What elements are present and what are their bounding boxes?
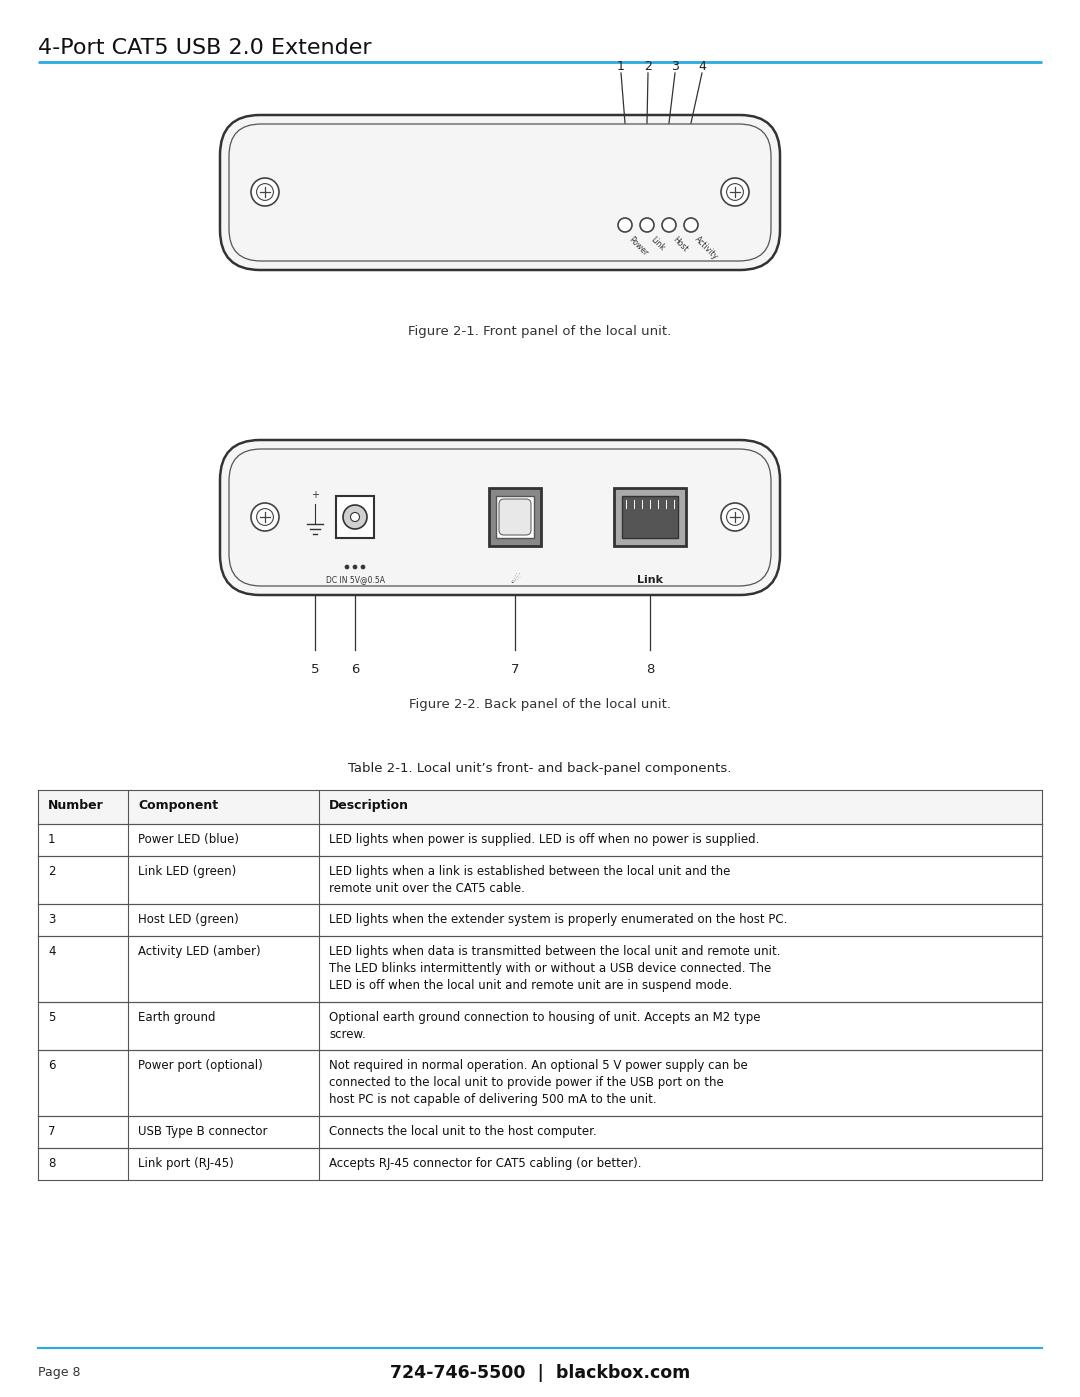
Text: LED lights when the extender system is properly enumerated on the host PC.: LED lights when the extender system is p… xyxy=(329,914,787,926)
Bar xyxy=(38,1002,1042,1051)
Text: Activity: Activity xyxy=(693,235,720,261)
Bar xyxy=(38,856,1042,904)
Text: Description: Description xyxy=(329,799,409,812)
Text: 1: 1 xyxy=(617,60,625,73)
Text: 5: 5 xyxy=(311,664,320,676)
Text: Table 2-1. Local unit’s front- and back-panel components.: Table 2-1. Local unit’s front- and back-… xyxy=(349,761,731,775)
Circle shape xyxy=(727,183,743,200)
Text: Optional earth ground connection to housing of unit. Accepts an M2 type
screw.: Optional earth ground connection to hous… xyxy=(329,1011,760,1041)
Circle shape xyxy=(343,504,367,529)
Circle shape xyxy=(727,509,743,525)
Text: Link: Link xyxy=(637,576,663,585)
Text: 1: 1 xyxy=(48,833,55,847)
Text: Number: Number xyxy=(48,799,104,812)
Bar xyxy=(38,789,1042,824)
Text: 4-Port CAT5 USB 2.0 Extender: 4-Port CAT5 USB 2.0 Extender xyxy=(38,38,372,59)
Text: +: + xyxy=(311,490,319,500)
Text: Accepts RJ-45 connector for CAT5 cabling (or better).: Accepts RJ-45 connector for CAT5 cabling… xyxy=(329,1157,642,1171)
Circle shape xyxy=(257,509,273,525)
Text: 3: 3 xyxy=(48,914,55,926)
Text: USB Type B connector: USB Type B connector xyxy=(138,1125,268,1139)
Circle shape xyxy=(721,177,750,205)
Text: Not required in normal operation. An optional 5 V power supply can be
connected : Not required in normal operation. An opt… xyxy=(329,1059,747,1106)
Text: Host LED (green): Host LED (green) xyxy=(138,914,239,926)
Circle shape xyxy=(351,513,360,521)
Bar xyxy=(336,496,374,538)
FancyBboxPatch shape xyxy=(220,115,780,270)
Text: 4: 4 xyxy=(698,60,706,73)
Bar xyxy=(38,1051,1042,1116)
Text: 5: 5 xyxy=(48,1011,55,1024)
Text: 7: 7 xyxy=(511,664,519,676)
Bar xyxy=(38,936,1042,1002)
Text: Component: Component xyxy=(138,799,218,812)
Text: Connects the local unit to the host computer.: Connects the local unit to the host comp… xyxy=(329,1125,597,1139)
Bar xyxy=(615,488,686,546)
Text: Page 8: Page 8 xyxy=(38,1366,81,1379)
Circle shape xyxy=(662,218,676,232)
Bar xyxy=(489,488,541,546)
Text: Link LED (green): Link LED (green) xyxy=(138,865,237,877)
Text: 2: 2 xyxy=(644,60,652,73)
Bar xyxy=(38,904,1042,936)
Bar xyxy=(38,1148,1042,1180)
Circle shape xyxy=(251,503,279,531)
Bar xyxy=(38,1116,1042,1148)
Text: Power: Power xyxy=(627,235,650,257)
Text: 2: 2 xyxy=(48,865,55,877)
Circle shape xyxy=(684,218,698,232)
Text: LED lights when a link is established between the local unit and the
remote unit: LED lights when a link is established be… xyxy=(329,865,730,895)
Circle shape xyxy=(345,564,349,569)
Text: Earth ground: Earth ground xyxy=(138,1011,216,1024)
Circle shape xyxy=(257,183,273,200)
Text: 6: 6 xyxy=(48,1059,55,1071)
Circle shape xyxy=(640,218,654,232)
Circle shape xyxy=(251,177,279,205)
Text: LED lights when power is supplied. LED is off when no power is supplied.: LED lights when power is supplied. LED i… xyxy=(329,833,759,847)
Bar xyxy=(622,496,678,538)
Text: 724-746-5500  |  blackbox.com: 724-746-5500 | blackbox.com xyxy=(390,1363,690,1382)
Text: 6: 6 xyxy=(351,664,360,676)
Text: 7: 7 xyxy=(48,1125,55,1139)
Text: Activity LED (amber): Activity LED (amber) xyxy=(138,944,261,958)
Text: Host: Host xyxy=(671,235,690,254)
Bar xyxy=(38,824,1042,856)
Text: 8: 8 xyxy=(646,664,654,676)
Text: DC IN 5V@0.5A: DC IN 5V@0.5A xyxy=(325,576,384,584)
Text: 3: 3 xyxy=(671,60,679,73)
Circle shape xyxy=(721,503,750,531)
Bar xyxy=(496,496,534,538)
Text: Link: Link xyxy=(649,235,666,253)
Text: Figure 2-1. Front panel of the local unit.: Figure 2-1. Front panel of the local uni… xyxy=(408,326,672,338)
FancyBboxPatch shape xyxy=(499,499,531,535)
Text: Link port (RJ-45): Link port (RJ-45) xyxy=(138,1157,234,1171)
Circle shape xyxy=(618,218,632,232)
FancyBboxPatch shape xyxy=(220,440,780,595)
Text: 8: 8 xyxy=(48,1157,55,1171)
Text: Figure 2-2. Back panel of the local unit.: Figure 2-2. Back panel of the local unit… xyxy=(409,698,671,711)
Text: ☄: ☄ xyxy=(510,576,519,585)
Text: LED lights when data is transmitted between the local unit and remote unit.
The : LED lights when data is transmitted betw… xyxy=(329,944,781,992)
Circle shape xyxy=(361,564,365,569)
Text: 4: 4 xyxy=(48,944,55,958)
Text: Power port (optional): Power port (optional) xyxy=(138,1059,264,1071)
Circle shape xyxy=(353,564,357,569)
Text: Power LED (blue): Power LED (blue) xyxy=(138,833,240,847)
